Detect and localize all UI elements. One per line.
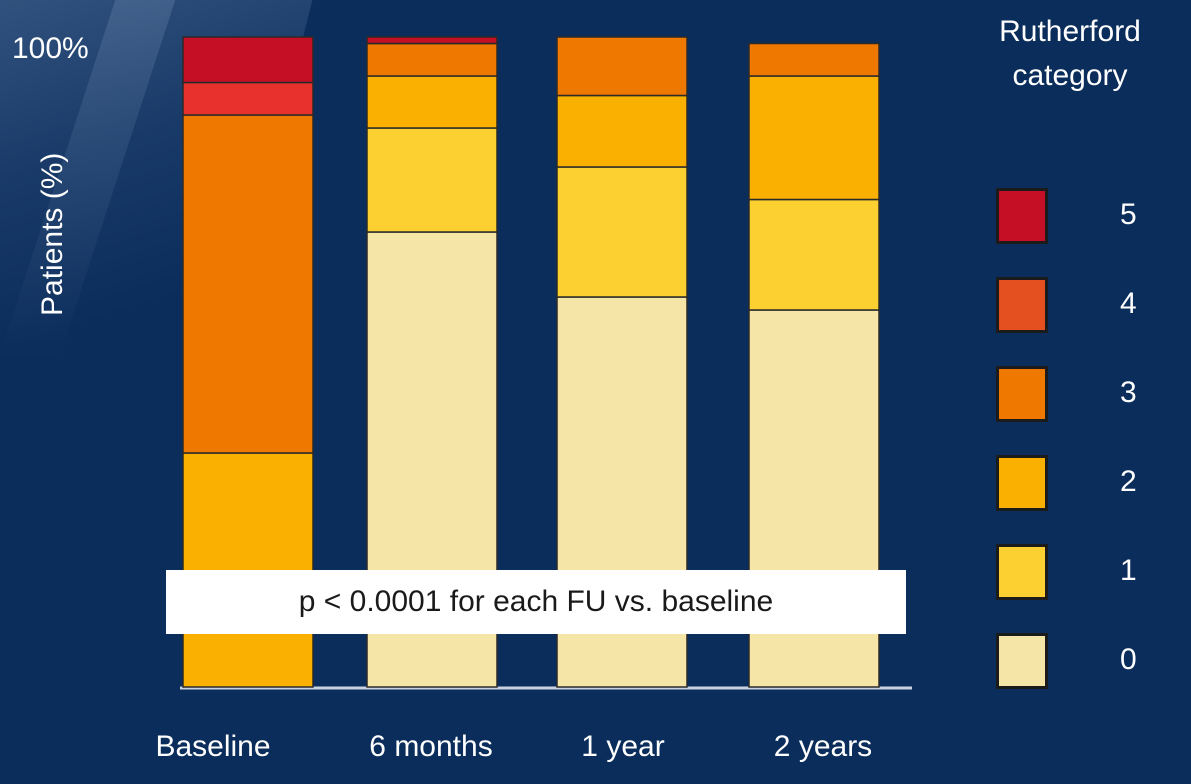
legend-item-1: 1 — [996, 544, 1176, 604]
legend-label-0: 0 — [1120, 643, 1137, 676]
legend-swatch-1 — [996, 544, 1048, 600]
significance-annotation: p < 0.0001 for each FU vs. baseline — [166, 570, 906, 634]
x-tick-label-baseline: Baseline — [155, 730, 271, 763]
bar-segment-6-months-category-2 — [366, 75, 498, 129]
legend-label-5: 5 — [1120, 198, 1137, 231]
legend-item-0: 0 — [996, 633, 1176, 693]
y-axis-label: Patients (%) — [36, 152, 69, 316]
bar-segment-6-months-category-1 — [366, 127, 498, 233]
legend-title: Rutherford category — [999, 15, 1141, 92]
legend-item-4: 4 — [996, 277, 1176, 337]
legend-swatch-3 — [996, 366, 1048, 422]
bar-segment-6-months-category-3 — [366, 42, 498, 77]
bar-segment-2-years-category-1 — [748, 198, 880, 311]
bar-segment-2-years-category-3 — [748, 42, 880, 77]
bar-segment-baseline-category-5 — [182, 36, 314, 84]
legend-swatch-4 — [996, 277, 1048, 333]
legend-swatch-0 — [996, 633, 1048, 689]
legend-item-2: 2 — [996, 455, 1176, 515]
legend-label-2: 2 — [1120, 465, 1137, 498]
legend-item-3: 3 — [996, 366, 1176, 426]
legend-item-5: 5 — [996, 188, 1176, 248]
x-tick-label-1-year: 1 year — [581, 730, 665, 763]
bar-segment-1-year-category-2 — [556, 94, 688, 168]
legend-label-3: 3 — [1120, 376, 1137, 409]
bar-segment-6-months-category-5 — [366, 36, 498, 45]
legend-swatch-5 — [996, 188, 1048, 244]
bar-segment-baseline-category-3 — [182, 114, 314, 454]
legend-swatch-2 — [996, 455, 1048, 511]
bar-segment-baseline-category-4 — [182, 81, 314, 116]
legend-label-4: 4 — [1120, 287, 1137, 320]
bar-segment-2-years-category-2 — [748, 75, 880, 201]
y-tick-100: 100% — [12, 32, 89, 65]
bar-segment-1-year-category-1 — [556, 166, 688, 298]
x-tick-label-6-months: 6 months — [369, 730, 493, 763]
bar-segment-1-year-category-3 — [556, 36, 688, 97]
x-tick-label-2-years: 2 years — [773, 730, 873, 763]
legend-label-1: 1 — [1120, 554, 1137, 587]
